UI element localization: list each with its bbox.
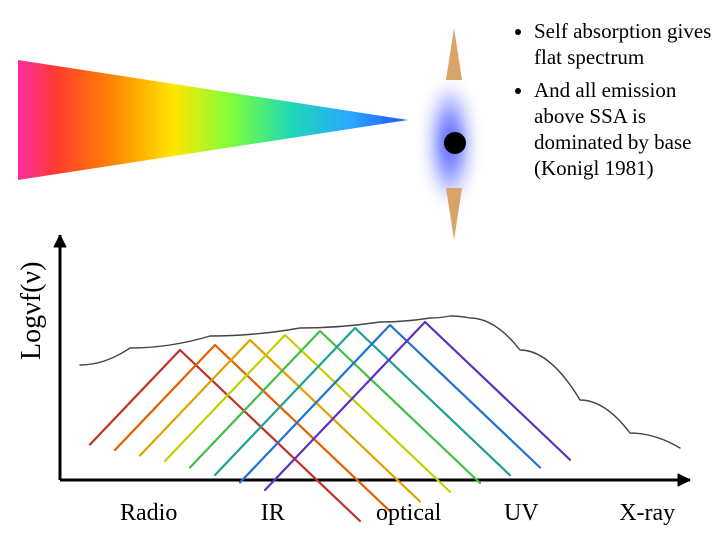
x-axis-label: IR: [261, 500, 285, 527]
x-axis-label: optical: [376, 500, 441, 527]
compact-object-dot: [444, 132, 466, 154]
x-axis-labels: Radio IR optical UV X-ray: [60, 500, 700, 534]
spectrum-component: [90, 350, 360, 521]
note-item: And all emission above SSA is dominated …: [534, 77, 712, 182]
x-axis-label: Radio: [120, 500, 177, 527]
y-axis-label: Logνf(ν): [16, 262, 48, 360]
inner-jet-cone-upper: [446, 28, 462, 80]
notes-block: Self absorption gives flat spectrum And a…: [512, 18, 712, 188]
spectrum-component: [265, 322, 570, 490]
spectrum-plot: [60, 230, 700, 520]
x-axis-label: UV: [504, 500, 539, 527]
jet-triangle: [18, 60, 408, 180]
spectrum-component: [140, 340, 420, 502]
note-item: Self absorption gives flat spectrum: [534, 18, 712, 71]
x-axis-label: X-ray: [619, 500, 675, 527]
spectrum-component: [240, 325, 540, 483]
